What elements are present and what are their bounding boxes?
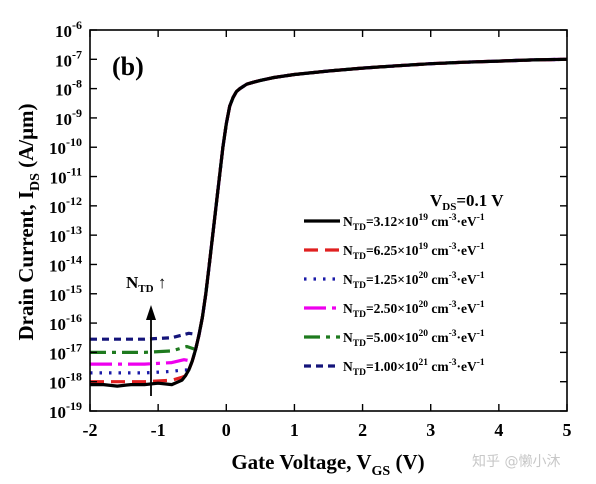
legend-label: NTD=3.12×1019 cm-3·eV-1 bbox=[343, 213, 485, 233]
y-tick-label: 10-14 bbox=[49, 252, 82, 275]
y-tick-label: 10-19 bbox=[49, 399, 82, 422]
y-tick-label: 10-8 bbox=[55, 77, 82, 100]
x-tick-label: 5 bbox=[563, 420, 572, 440]
plot-frame bbox=[89, 29, 568, 412]
series-curves bbox=[90, 57, 568, 388]
y-tick-label: 10-10 bbox=[49, 135, 82, 158]
legend-label: NTD=1.00×1021 cm-3·eV-1 bbox=[343, 358, 485, 378]
legend: NTD=3.12×1019 cm-3·eV-1 NTD=6.25×1019 cm-… bbox=[304, 213, 485, 378]
y-tick-label: 10-13 bbox=[49, 223, 82, 246]
y-axis-ticks: 10-19 10-18 10-17 10-16 10-15 10-14 10-13 10-12… bbox=[49, 18, 567, 422]
y-tick-label: 10-18 bbox=[49, 370, 82, 393]
y-tick-label: 10-15 bbox=[49, 282, 82, 305]
y-tick-label: 10-16 bbox=[49, 311, 82, 334]
series-line bbox=[90, 57, 568, 375]
panel-label: (b) bbox=[112, 52, 144, 81]
x-tick-label: 2 bbox=[358, 420, 367, 440]
x-tick-label: 4 bbox=[494, 420, 503, 440]
y-tick-label: 10-11 bbox=[50, 165, 82, 188]
x-axis-ticks: -2 -1 0 1 2 3 4 5 bbox=[83, 30, 572, 440]
y-tick-label: 10-12 bbox=[49, 194, 82, 217]
series-line bbox=[90, 57, 568, 366]
x-axis-label: Gate Voltage, VGS (V) bbox=[231, 450, 424, 479]
bias-condition: VDS=0.1 V bbox=[430, 191, 504, 213]
trend-arrow-head bbox=[146, 305, 156, 320]
legend-label: NTD=6.25×1019 cm-3·eV-1 bbox=[343, 242, 485, 262]
legend-label: NTD=5.00×1020 cm-3·eV-1 bbox=[343, 329, 485, 349]
legend-label: NTD=2.50×1020 cm-3·eV-1 bbox=[343, 300, 485, 320]
y-tick-label: 10-9 bbox=[55, 106, 82, 129]
x-tick-label: 1 bbox=[290, 420, 299, 440]
watermark: 知乎 @懒小沐 bbox=[472, 453, 560, 470]
legend-label: NTD=1.25×1020 cm-3·eV-1 bbox=[343, 271, 485, 291]
arrow-label: NTD ↑ bbox=[126, 273, 166, 295]
x-tick-label: -2 bbox=[83, 420, 98, 440]
x-tick-label: -1 bbox=[151, 420, 166, 440]
x-tick-label: 0 bbox=[222, 420, 231, 440]
series-line bbox=[90, 57, 568, 388]
y-tick-label: 10-6 bbox=[55, 18, 82, 41]
x-tick-label: 3 bbox=[426, 420, 435, 440]
y-axis-label: Drain Current, IDS (A/μm) bbox=[14, 103, 43, 340]
y-tick-label: 10-17 bbox=[49, 340, 82, 363]
y-tick-label: 10-7 bbox=[55, 47, 82, 70]
